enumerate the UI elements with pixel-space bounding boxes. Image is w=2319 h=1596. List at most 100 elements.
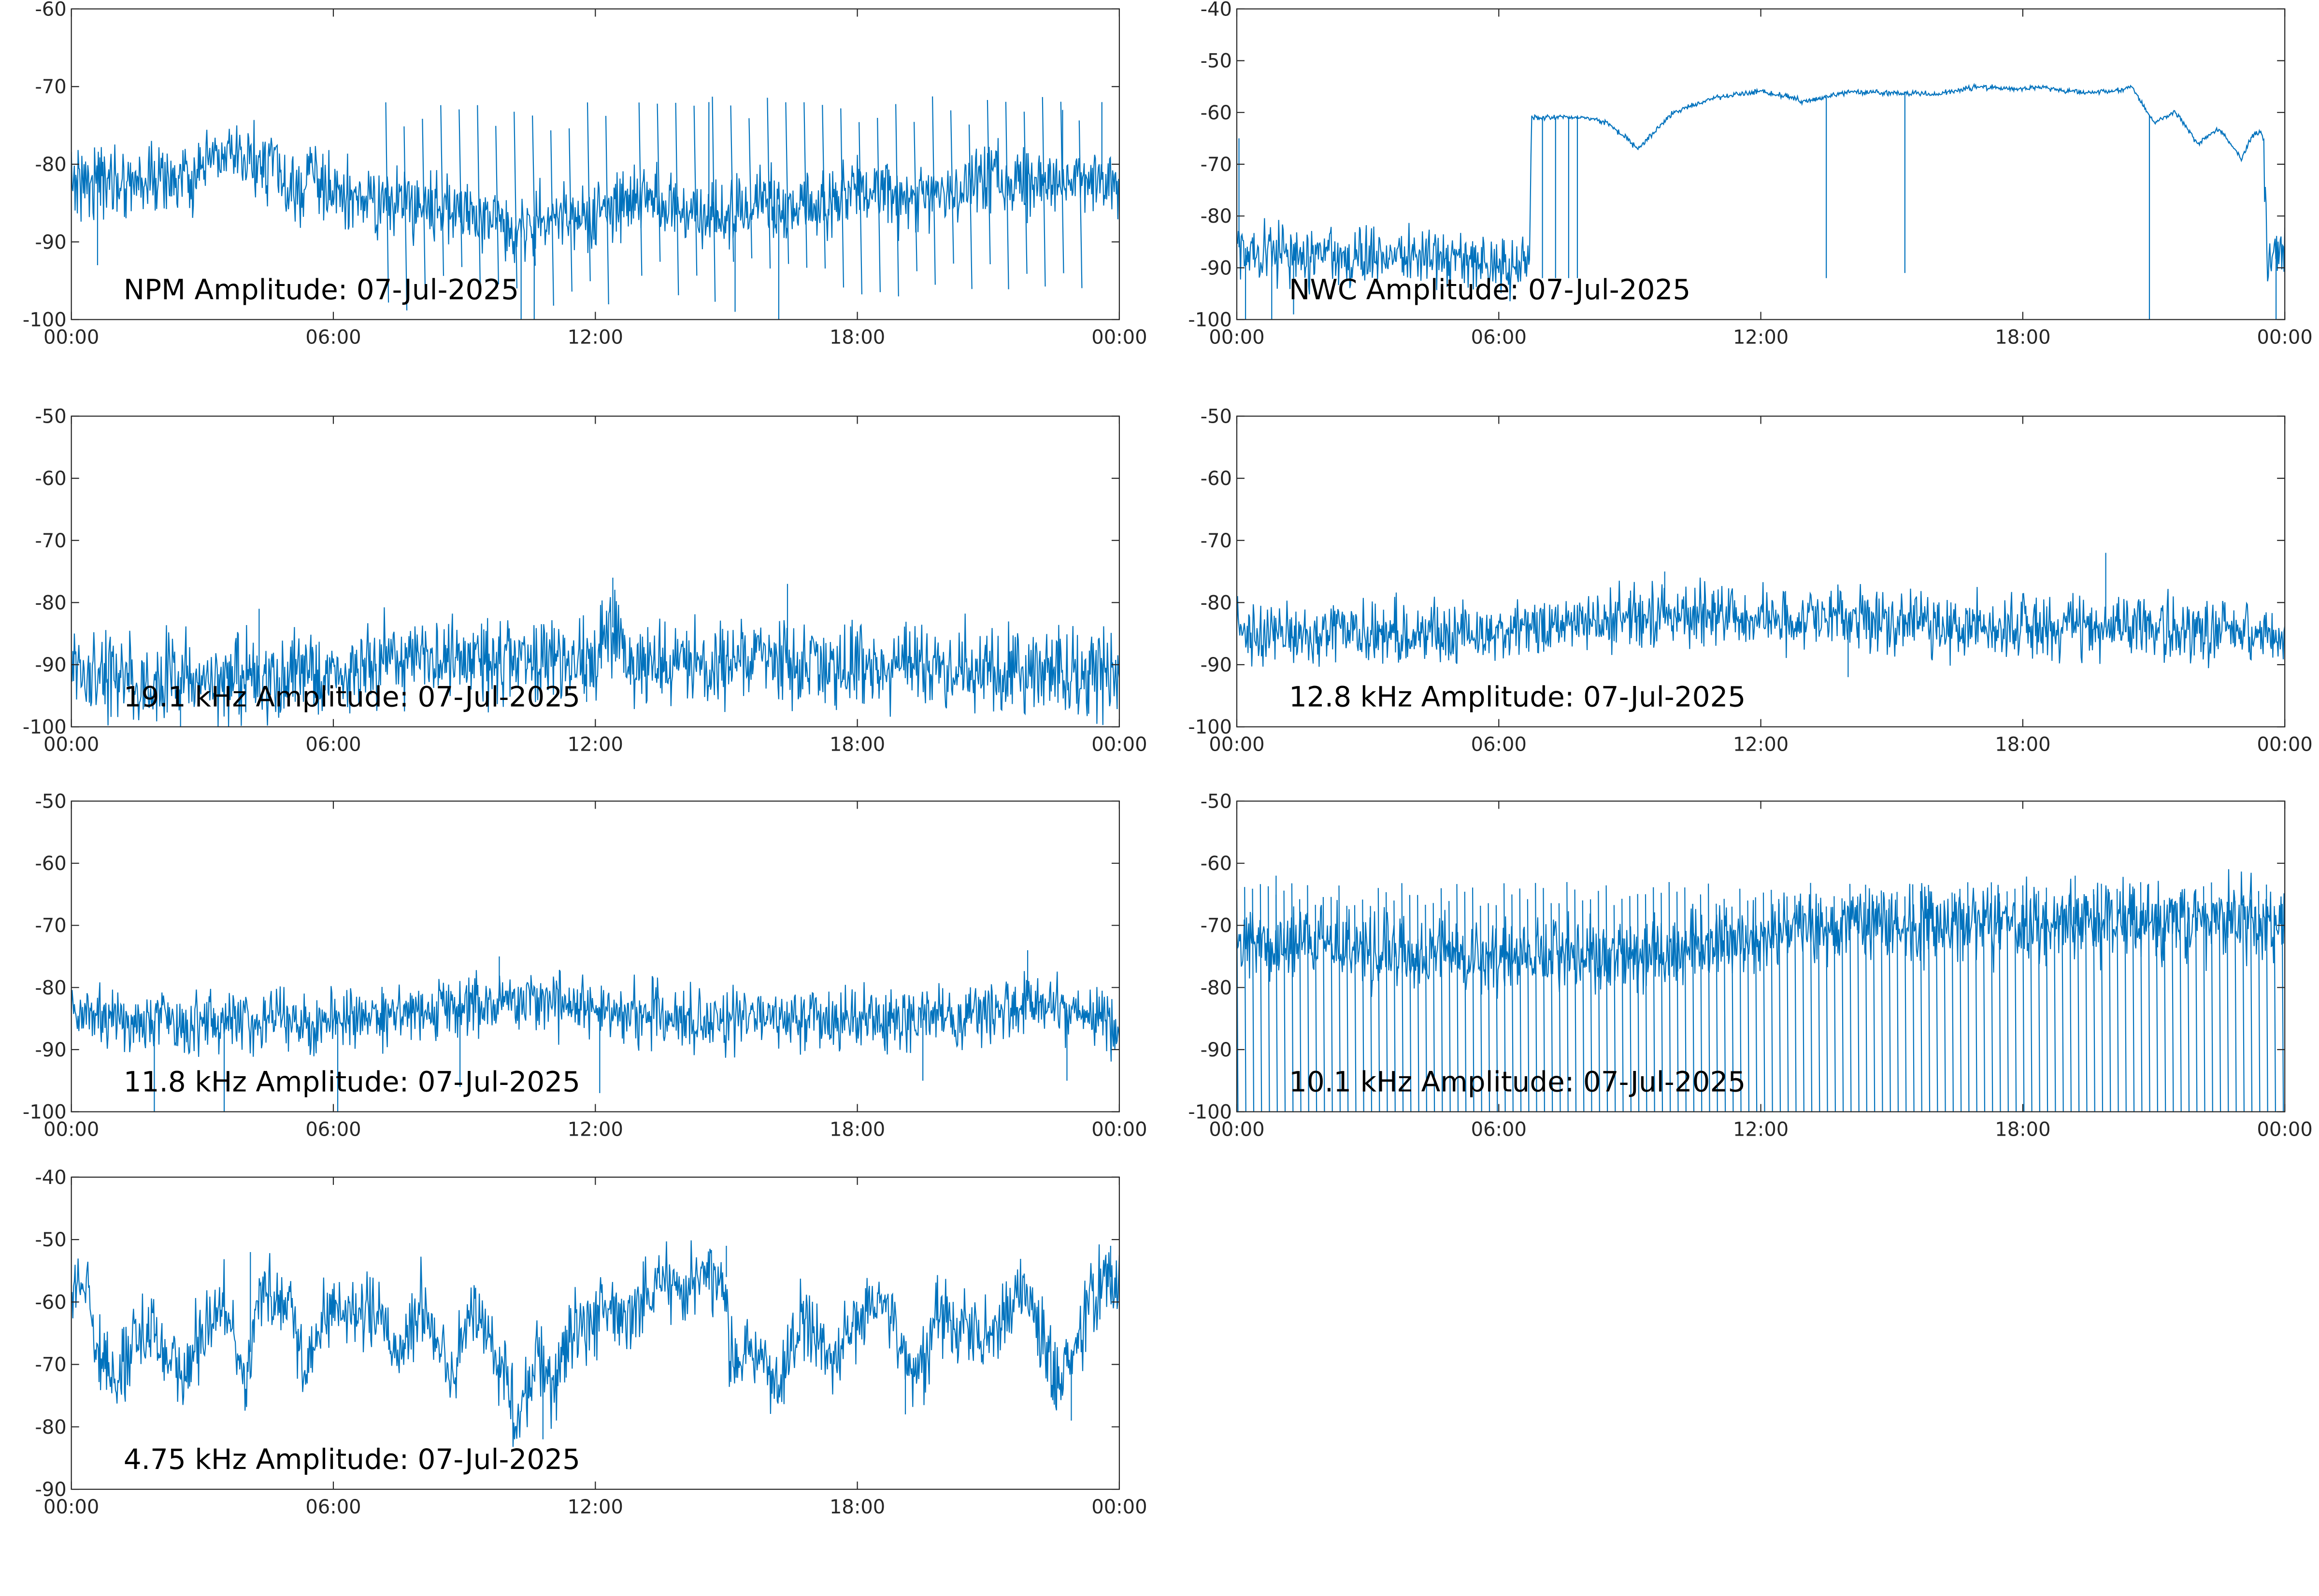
x-tick-label: 06:00 [1471,1119,1527,1141]
series-line [71,969,1119,1062]
x-tick-label: 00:00 [1209,734,1264,756]
panel-1: 00:00 06:00 12:00 18:00 00:00 -60 -70 -80 -90 -10… [23,0,1147,349]
series-line [71,120,1119,263]
y-tick-label: -90 [35,1039,66,1061]
panel-title: 11.8 kHz Amplitude: 07-Jul-2025 [124,1066,580,1098]
x-tick-label: 12:00 [568,327,623,349]
x-tick-label: 18:00 [1995,1119,2050,1141]
y-tick-label: -60 [1201,102,1232,124]
panel-2: 00:00 06:00 12:00 18:00 00:00 -40 -50 -60 -70 -80… [1188,0,2313,349]
y-tick-label: -100 [23,309,67,331]
y-tick-label: -90 [1201,257,1232,279]
y-tick-label: -60 [35,853,66,875]
panel-title: 10.1 kHz Amplitude: 07-Jul-2025 [1289,1066,1746,1098]
y-tick-label: -50 [1201,50,1232,72]
x-tick-label: 18:00 [830,1119,885,1141]
x-tick-label: 18:00 [830,734,885,756]
x-tick-label: 06:00 [305,1496,361,1518]
x-tick-label: 12:00 [568,734,623,756]
x-tick-label: 00:00 [1091,1119,1147,1141]
x-tick-label: 12:00 [1733,734,1789,756]
y-tick-label: -70 [35,530,66,552]
y-tick-label: -80 [1201,205,1232,228]
y-tick-label: -80 [35,1416,66,1439]
x-tick-label: 00:00 [1091,1496,1147,1518]
y-tick-label: -60 [35,1291,66,1313]
x-tick-label: 00:00 [43,1496,99,1518]
y-tick-label: -90 [35,654,66,676]
y-tick-label: -80 [35,154,66,176]
panel-3: 00:00 06:00 12:00 18:00 00:00 -50 -60 -70 -80 -90… [23,406,1147,756]
y-tick-label: -50 [35,790,66,812]
x-tick-label: 00:00 [43,1119,99,1141]
x-tick-label: 12:00 [1733,1119,1789,1141]
y-tick-label: -50 [1201,790,1232,812]
y-tick-label: -70 [35,76,66,98]
y-tick-label: -50 [35,1229,66,1251]
y-tick-label: -60 [1201,468,1232,490]
y-tick-label: -70 [1201,530,1232,552]
x-tick-label: 18:00 [830,327,885,349]
series-line [71,1240,1119,1447]
y-tick-label: -100 [1188,716,1232,739]
x-tick-label: 06:00 [305,327,361,349]
panel-title: 19.1 kHz Amplitude: 07-Jul-2025 [124,681,580,713]
y-tick-label: -70 [1201,154,1232,176]
y-tick-label: -80 [1201,977,1232,999]
y-tick-label: -60 [1201,853,1232,875]
x-tick-label: 00:00 [1091,734,1147,756]
series-drops-2 [638,96,1083,302]
y-tick-label: -90 [1201,654,1232,676]
panel-6: 00:00 06:00 12:00 18:00 00:00 -50 -60 -70 -80 -90… [1188,790,2313,1140]
y-tick-label: -80 [35,592,66,614]
x-tick-label: 18:00 [830,1496,885,1518]
x-tick-label: 06:00 [1471,327,1527,349]
series-drops-1 [1236,882,2284,1112]
panel-title: 4.75 kHz Amplitude: 07-Jul-2025 [124,1443,580,1476]
y-tick-label: -90 [35,231,66,254]
y-tick-label: -100 [1188,309,1232,331]
series-line [1236,577,2285,669]
y-tick-label: -50 [35,406,66,428]
x-tick-label: 00:00 [2257,327,2313,349]
series-line [1236,869,2285,999]
y-tick-label: -100 [23,716,67,739]
y-tick-label: -70 [1201,915,1232,937]
y-tick-label: -40 [1201,0,1232,20]
panel-title: NWC Amplitude: 07-Jul-2025 [1289,273,1690,306]
y-tick-label: -40 [35,1167,66,1189]
y-tick-label: -50 [1201,406,1232,428]
x-tick-label: 18:00 [1995,734,2050,756]
y-tick-label: -80 [1201,592,1232,614]
y-tick-label: -100 [23,1101,67,1124]
y-tick-label: -60 [35,0,66,20]
x-tick-label: 06:00 [305,734,361,756]
x-tick-label: 00:00 [1209,1119,1264,1141]
y-tick-label: -80 [35,977,66,999]
series-line [1236,83,2285,301]
x-tick-label: 00:00 [1091,327,1147,349]
panel-title: NPM Amplitude: 07-Jul-2025 [124,273,519,306]
x-tick-label: 12:00 [1733,327,1789,349]
y-tick-label: -90 [1201,1039,1232,1061]
x-tick-label: 12:00 [568,1119,623,1141]
y-tick-label: -90 [35,1479,66,1501]
series-drops-1 [385,102,609,311]
x-tick-label: 06:00 [305,1119,361,1141]
y-tick-label: -70 [35,1354,66,1376]
y-tick-label: -100 [1188,1101,1232,1124]
x-tick-label: 00:00 [2257,734,2313,756]
panel-7: 00:00 06:00 12:00 18:00 00:00 -40 -50 -60 -70 -80… [35,1167,1147,1518]
x-tick-label: 00:00 [2257,1119,2313,1141]
x-tick-label: 06:00 [1471,734,1527,756]
x-tick-label: 00:00 [43,327,99,349]
panel-4: 00:00 06:00 12:00 18:00 00:00 -50 -60 -70 -80 -90… [1188,406,2313,756]
x-tick-label: 00:00 [43,734,99,756]
x-tick-label: 00:00 [1209,327,1264,349]
panel-5: 00:00 06:00 12:00 18:00 00:00 -50 -60 -70 -80 -90… [23,790,1147,1140]
y-tick-label: -70 [35,915,66,937]
series-line [71,589,1119,727]
x-tick-label: 18:00 [1995,327,2050,349]
y-tick-label: -60 [35,468,66,490]
